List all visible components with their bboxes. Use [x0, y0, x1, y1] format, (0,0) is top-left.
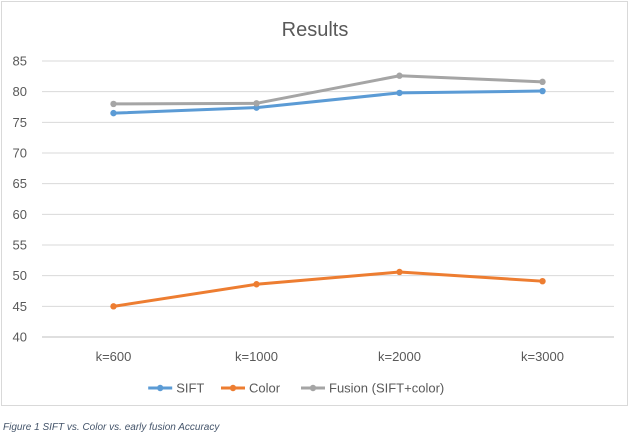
series-points [110, 72, 546, 310]
data-point [396, 72, 403, 79]
legend-label: Color [249, 381, 281, 396]
chart-title: Results [282, 19, 349, 41]
legend-marker [229, 384, 237, 392]
y-tick-label: 45 [13, 299, 27, 314]
y-axis-tick-labels: 40 45 50 55 60 65 70 75 80 85 [13, 54, 27, 345]
data-point [253, 281, 260, 288]
y-tick-label: 85 [13, 54, 27, 69]
data-point [396, 268, 403, 276]
x-tick-label: k=600 [96, 349, 132, 364]
data-point [539, 78, 546, 86]
y-tick-label: 75 [13, 115, 27, 130]
legend-marker [157, 384, 164, 392]
x-axis-tick-labels: k=600 k=1000 k=2000 k=3000 [96, 349, 564, 364]
legend-label: Fusion (SIFT+color) [329, 381, 444, 396]
y-tick-label: 60 [13, 207, 27, 222]
data-point [396, 89, 403, 97]
results-line-chart: Results 40 45 50 55 60 65 70 75 80 85 k=600 k=1000… [13, 19, 614, 396]
legend-label: SIFT [176, 381, 204, 396]
y-tick-label: 50 [13, 268, 27, 283]
x-tick-label: k=2000 [378, 349, 421, 364]
figure-caption: Figure 1 SIFT vs. Color vs. early fusion… [3, 422, 220, 433]
y-tick-label: 40 [13, 330, 27, 345]
series-line [112, 270, 544, 308]
data-point [539, 277, 546, 285]
chart-frame [1, 1, 628, 406]
data-point [539, 87, 546, 95]
series-line [112, 74, 544, 106]
data-point [110, 303, 117, 310]
data-point [110, 100, 117, 108]
x-tick-label: k=1000 [235, 349, 278, 364]
y-tick-label: 80 [13, 84, 27, 99]
data-point [253, 100, 260, 107]
y-tick-label: 65 [13, 176, 27, 191]
series-lines [112, 74, 544, 308]
y-tick-label: 55 [13, 238, 27, 253]
legend-marker [309, 384, 317, 392]
y-tick-label: 70 [13, 146, 27, 161]
data-point [110, 109, 117, 117]
x-tick-label: k=3000 [521, 349, 564, 364]
gridlines [42, 60, 614, 338]
series-line [112, 89, 544, 115]
legend: SIFT Color Fusion (SIFT+color) [148, 381, 444, 396]
